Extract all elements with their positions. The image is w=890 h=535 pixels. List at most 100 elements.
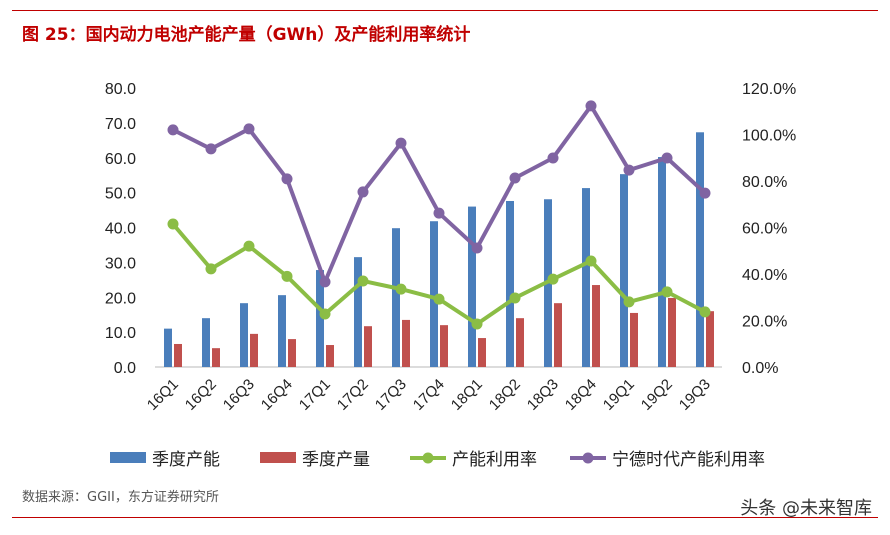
x-tick-label: 16Q4 [258,376,296,414]
point-utilization [623,296,635,308]
point-catl-utilization [509,172,521,184]
point-utilization [281,270,293,282]
bottom-rule [12,517,878,518]
point-catl-utilization [585,100,597,112]
x-tick-label: 16Q2 [182,376,220,414]
legend-label: 季度产量 [302,450,370,470]
point-utilization [319,308,331,320]
point-catl-utilization [471,242,483,254]
y-right-tick-label: 20.0% [742,314,787,331]
x-tick-label: 17Q1 [296,376,334,414]
point-utilization [699,306,711,318]
point-catl-utilization [281,173,293,185]
source-note: 数据来源：GGII，东方证券研究所 [22,490,219,505]
bar-output [592,285,600,367]
x-tick-label: 19Q1 [600,376,638,414]
point-catl-utilization [661,152,673,164]
bar-capacity [430,221,438,367]
bar-output [668,297,676,367]
x-tick-label: 17Q4 [410,376,448,414]
bar-capacity [392,228,400,367]
bar-output [630,312,638,367]
x-tick-label: 18Q1 [448,376,486,414]
y-left-tick-label: 0.0 [114,360,136,377]
bar-capacity [164,328,172,367]
y-right-tick-label: 0.0% [742,360,778,377]
y-left-tick-label: 60.0 [105,151,136,168]
legend-swatch [110,452,146,463]
watermark: 头条 @未来智库 [740,498,872,519]
figure-title: 图 25：国内动力电池产能产量（GWh）及产能利用率统计 [22,25,471,45]
point-catl-utilization [319,276,331,288]
bar-output [706,311,714,367]
y-left-tick-label: 40.0 [105,221,136,238]
x-tick-label: 16Q1 [144,376,182,414]
y-left-tick-label: 30.0 [105,255,136,272]
bar-output [288,339,296,367]
x-tick-label: 18Q3 [524,376,562,414]
legend-label: 产能利用率 [452,450,537,470]
point-catl-utilization [243,123,255,135]
x-tick-label: 18Q2 [486,376,524,414]
point-utilization [471,318,483,330]
point-utilization [167,218,179,230]
bar-capacity [696,132,704,367]
point-utilization [205,263,217,275]
point-utilization [395,283,407,295]
x-tick-label: 19Q2 [638,376,676,414]
point-catl-utilization [433,207,445,219]
bar-output [174,343,182,367]
y-right-tick-label: 80.0% [742,174,787,191]
y-left-tick-label: 80.0 [105,81,136,98]
point-catl-utilization [623,164,635,176]
bar-capacity [658,157,666,367]
y-right-tick-label: 100.0% [742,128,796,145]
y-left-tick-label: 10.0 [105,325,136,342]
bar-output [440,325,448,367]
bar-capacity [202,318,210,367]
bar-output [212,348,220,367]
bar-output [478,338,486,367]
legend-swatch [260,452,296,463]
legend-label: 宁德时代产能利用率 [612,450,765,470]
point-catl-utilization [699,187,711,199]
bar-capacity [278,295,286,367]
bar-output [364,326,372,367]
point-utilization [243,240,255,252]
bar-output [402,319,410,367]
x-tick-label: 17Q3 [372,376,410,414]
y-left-tick-label: 20.0 [105,290,136,307]
point-catl-utilization [357,186,369,198]
y-right-tick-label: 60.0% [742,221,787,238]
bar-output [326,345,334,367]
x-tick-label: 17Q2 [334,376,372,414]
legend-label: 季度产能 [152,450,220,470]
point-utilization [357,275,369,287]
point-utilization [661,286,673,298]
x-tick-label: 16Q3 [220,376,258,414]
x-tick-label: 18Q4 [562,376,600,414]
bar-output [516,318,524,367]
bar-capacity [582,188,590,367]
bar-capacity [506,200,514,367]
point-utilization [509,292,521,304]
point-utilization [547,273,559,285]
y-left-tick-label: 70.0 [105,116,136,133]
point-utilization [585,255,597,267]
bar-capacity [354,257,362,367]
y-left-tick-label: 50.0 [105,186,136,203]
top-rule [12,10,878,11]
bar-output [250,333,258,367]
point-catl-utilization [205,143,217,155]
x-tick-label: 19Q3 [676,376,714,414]
bar-capacity [468,206,476,367]
point-catl-utilization [167,124,179,136]
bar-capacity [240,303,248,367]
y-right-tick-label: 120.0% [742,81,796,98]
legend-marker [582,452,594,464]
bar-capacity [620,174,628,367]
point-catl-utilization [547,152,559,164]
bar-capacity [316,270,324,367]
